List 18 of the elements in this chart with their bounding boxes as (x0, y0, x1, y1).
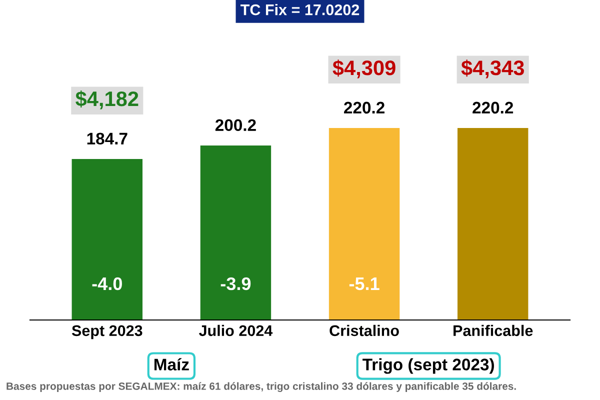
chart-title: TC Fix = 17.0202 (240, 4, 360, 16)
data-label: 220.2 (344, 102, 384, 114)
x-tick-label: Julio 2024 (199, 324, 273, 336)
annotation: -3.9 (220, 277, 251, 290)
x-tick-label: Panificable (454, 324, 533, 336)
x-tick-label: Cristalino (330, 324, 399, 336)
x-tick-label: Sept 2023 (72, 325, 142, 340)
text: $4,182 (76, 90, 138, 110)
text: $4,343 (461, 60, 524, 78)
annotation: -4.0 (92, 277, 122, 290)
data-label: 220.2 (472, 102, 514, 114)
text: Trigo (sept 2023) (362, 358, 494, 374)
text: $4,309 (332, 60, 396, 78)
data-label: 184.7 (87, 132, 128, 145)
annotation: -5.1 (349, 278, 380, 290)
text: Maíz (154, 358, 189, 370)
text: Bases propuestas por SEGALMEX: maíz 61 dólares, trigo cristalino 33 dólares y panificable 35 dólares. (6, 382, 516, 392)
data-label: 200.2 (215, 119, 256, 132)
